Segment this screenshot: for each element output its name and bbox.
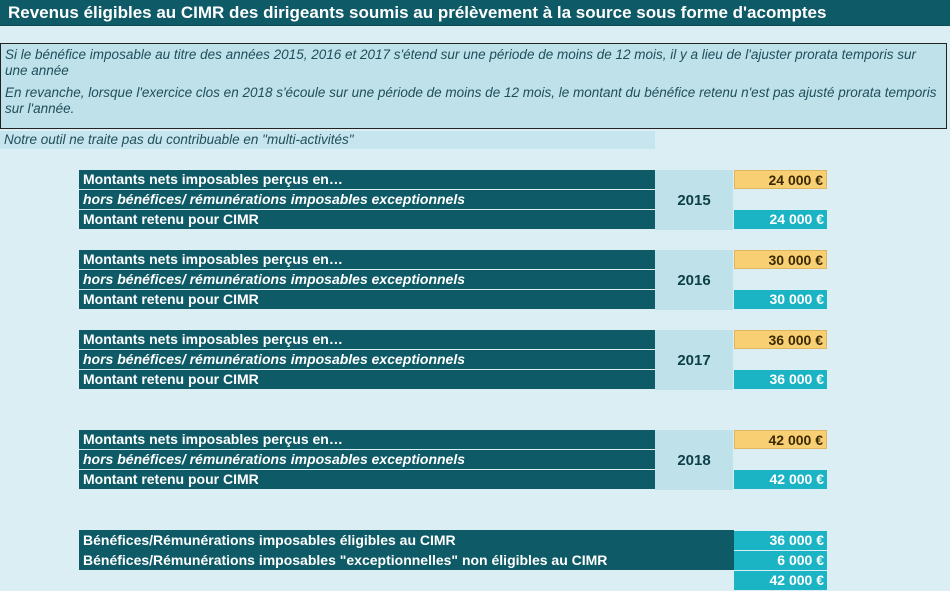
retained-amount-label: Montant retenu pour CIMR (79, 210, 655, 229)
year-label: 2015 (655, 170, 733, 230)
exceptional-label: Bénéfices/Rémunérations imposables "exce… (83, 552, 608, 568)
retained-amount-label: Montant retenu pour CIMR (79, 290, 655, 309)
eligible-label: Bénéfices/Rémunérations imposables éligi… (83, 532, 456, 548)
retained-amount-value: 42 000 € (734, 470, 827, 489)
page-title: Revenus éligibles au CIMR des dirigeants… (0, 0, 950, 26)
net-amounts-label: Montants nets imposables perçus en… (79, 430, 655, 449)
info-paragraph-1: Si le bénéfice imposable au titre des an… (5, 47, 916, 78)
excl-exceptional-label: hors bénéfices/ rémunérations imposables… (79, 190, 655, 209)
excl-exceptional-label: hors bénéfices/ rémunérations imposables… (79, 450, 655, 469)
year-label: 2016 (655, 250, 733, 310)
excl-exceptional-label: hors bénéfices/ rémunérations imposables… (79, 350, 655, 369)
net-amount-input[interactable]: 24 000 € (734, 170, 827, 189)
summary-panel (79, 530, 734, 570)
retained-amount-value: 30 000 € (734, 290, 827, 309)
net-amount-input[interactable]: 36 000 € (734, 330, 827, 349)
retained-amount-label: Montant retenu pour CIMR (79, 370, 655, 389)
net-amount-input[interactable]: 42 000 € (734, 430, 827, 449)
retained-amount-value: 24 000 € (734, 210, 827, 229)
net-amounts-label: Montants nets imposables perçus en… (79, 250, 655, 269)
excl-exceptional-label: hors bénéfices/ rémunérations imposables… (79, 270, 655, 289)
exceptional-value: 6 000 € (734, 551, 827, 570)
net-amount-input[interactable]: 30 000 € (734, 250, 827, 269)
eligible-value: 36 000 € (734, 531, 827, 550)
year-label: 2018 (655, 430, 733, 490)
multi-activity-note: Notre outil ne traite pas du contribuabl… (0, 131, 655, 149)
year-label: 2017 (655, 330, 733, 390)
net-amounts-label: Montants nets imposables perçus en… (79, 330, 655, 349)
net-amounts-label: Montants nets imposables perçus en… (79, 170, 655, 189)
total-value: 42 000 € (734, 571, 827, 590)
info-box: Si le bénéfice imposable au titre des an… (0, 43, 947, 129)
retained-amount-label: Montant retenu pour CIMR (79, 470, 655, 489)
info-paragraph-2: En revanche, lorsque l'exercice clos en … (5, 85, 937, 116)
retained-amount-value: 36 000 € (734, 370, 827, 389)
